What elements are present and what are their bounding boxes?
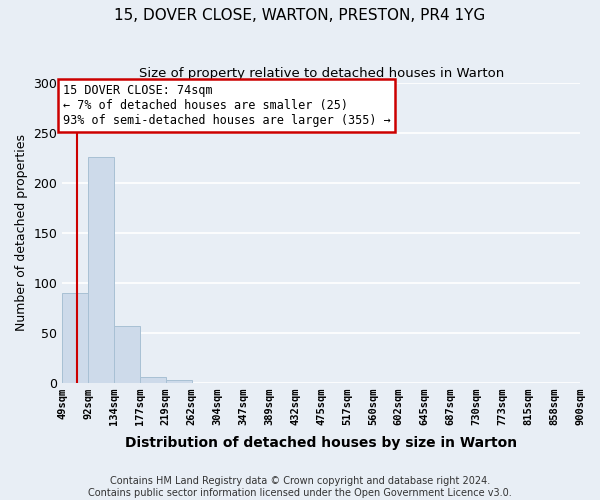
Text: 15 DOVER CLOSE: 74sqm
← 7% of detached houses are smaller (25)
93% of semi-detac: 15 DOVER CLOSE: 74sqm ← 7% of detached h…: [63, 84, 391, 127]
Bar: [62, 292, 88, 382]
Text: Contains HM Land Registry data © Crown copyright and database right 2024.
Contai: Contains HM Land Registry data © Crown c…: [88, 476, 512, 498]
Title: Size of property relative to detached houses in Warton: Size of property relative to detached ho…: [139, 68, 504, 80]
X-axis label: Distribution of detached houses by size in Warton: Distribution of detached houses by size …: [125, 436, 517, 450]
Bar: [140, 376, 166, 382]
Bar: [114, 326, 140, 382]
Bar: [166, 380, 192, 382]
Y-axis label: Number of detached properties: Number of detached properties: [15, 134, 28, 332]
Bar: [88, 157, 114, 382]
Text: 15, DOVER CLOSE, WARTON, PRESTON, PR4 1YG: 15, DOVER CLOSE, WARTON, PRESTON, PR4 1Y…: [115, 8, 485, 22]
